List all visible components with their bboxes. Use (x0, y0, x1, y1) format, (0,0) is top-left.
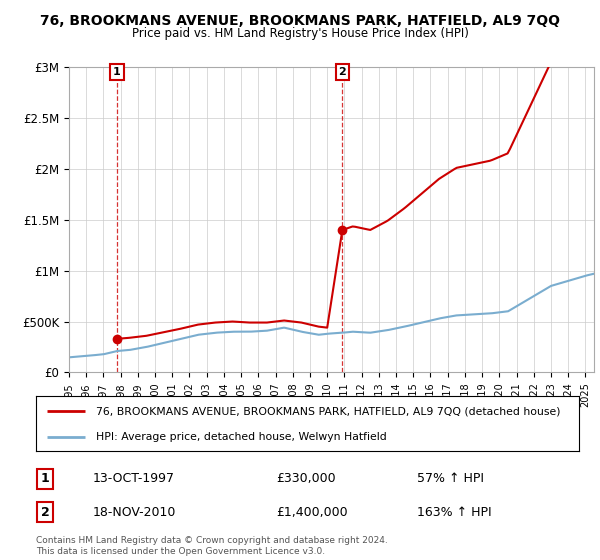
Text: Price paid vs. HM Land Registry's House Price Index (HPI): Price paid vs. HM Land Registry's House … (131, 27, 469, 40)
Text: 18-NOV-2010: 18-NOV-2010 (93, 506, 176, 519)
Text: 76, BROOKMANS AVENUE, BROOKMANS PARK, HATFIELD, AL9 7QQ: 76, BROOKMANS AVENUE, BROOKMANS PARK, HA… (40, 14, 560, 28)
Text: 2: 2 (338, 67, 346, 77)
Text: £1,400,000: £1,400,000 (276, 506, 347, 519)
Text: Contains HM Land Registry data © Crown copyright and database right 2024.
This d: Contains HM Land Registry data © Crown c… (36, 536, 388, 556)
Text: 1: 1 (41, 472, 49, 486)
Text: 57% ↑ HPI: 57% ↑ HPI (417, 472, 484, 486)
Text: 2: 2 (41, 506, 49, 519)
Text: £330,000: £330,000 (276, 472, 335, 486)
Text: 163% ↑ HPI: 163% ↑ HPI (417, 506, 491, 519)
Text: 13-OCT-1997: 13-OCT-1997 (93, 472, 175, 486)
Text: 76, BROOKMANS AVENUE, BROOKMANS PARK, HATFIELD, AL9 7QQ (detached house): 76, BROOKMANS AVENUE, BROOKMANS PARK, HA… (96, 407, 560, 416)
Text: HPI: Average price, detached house, Welwyn Hatfield: HPI: Average price, detached house, Welw… (96, 432, 386, 442)
Text: 1: 1 (113, 67, 121, 77)
